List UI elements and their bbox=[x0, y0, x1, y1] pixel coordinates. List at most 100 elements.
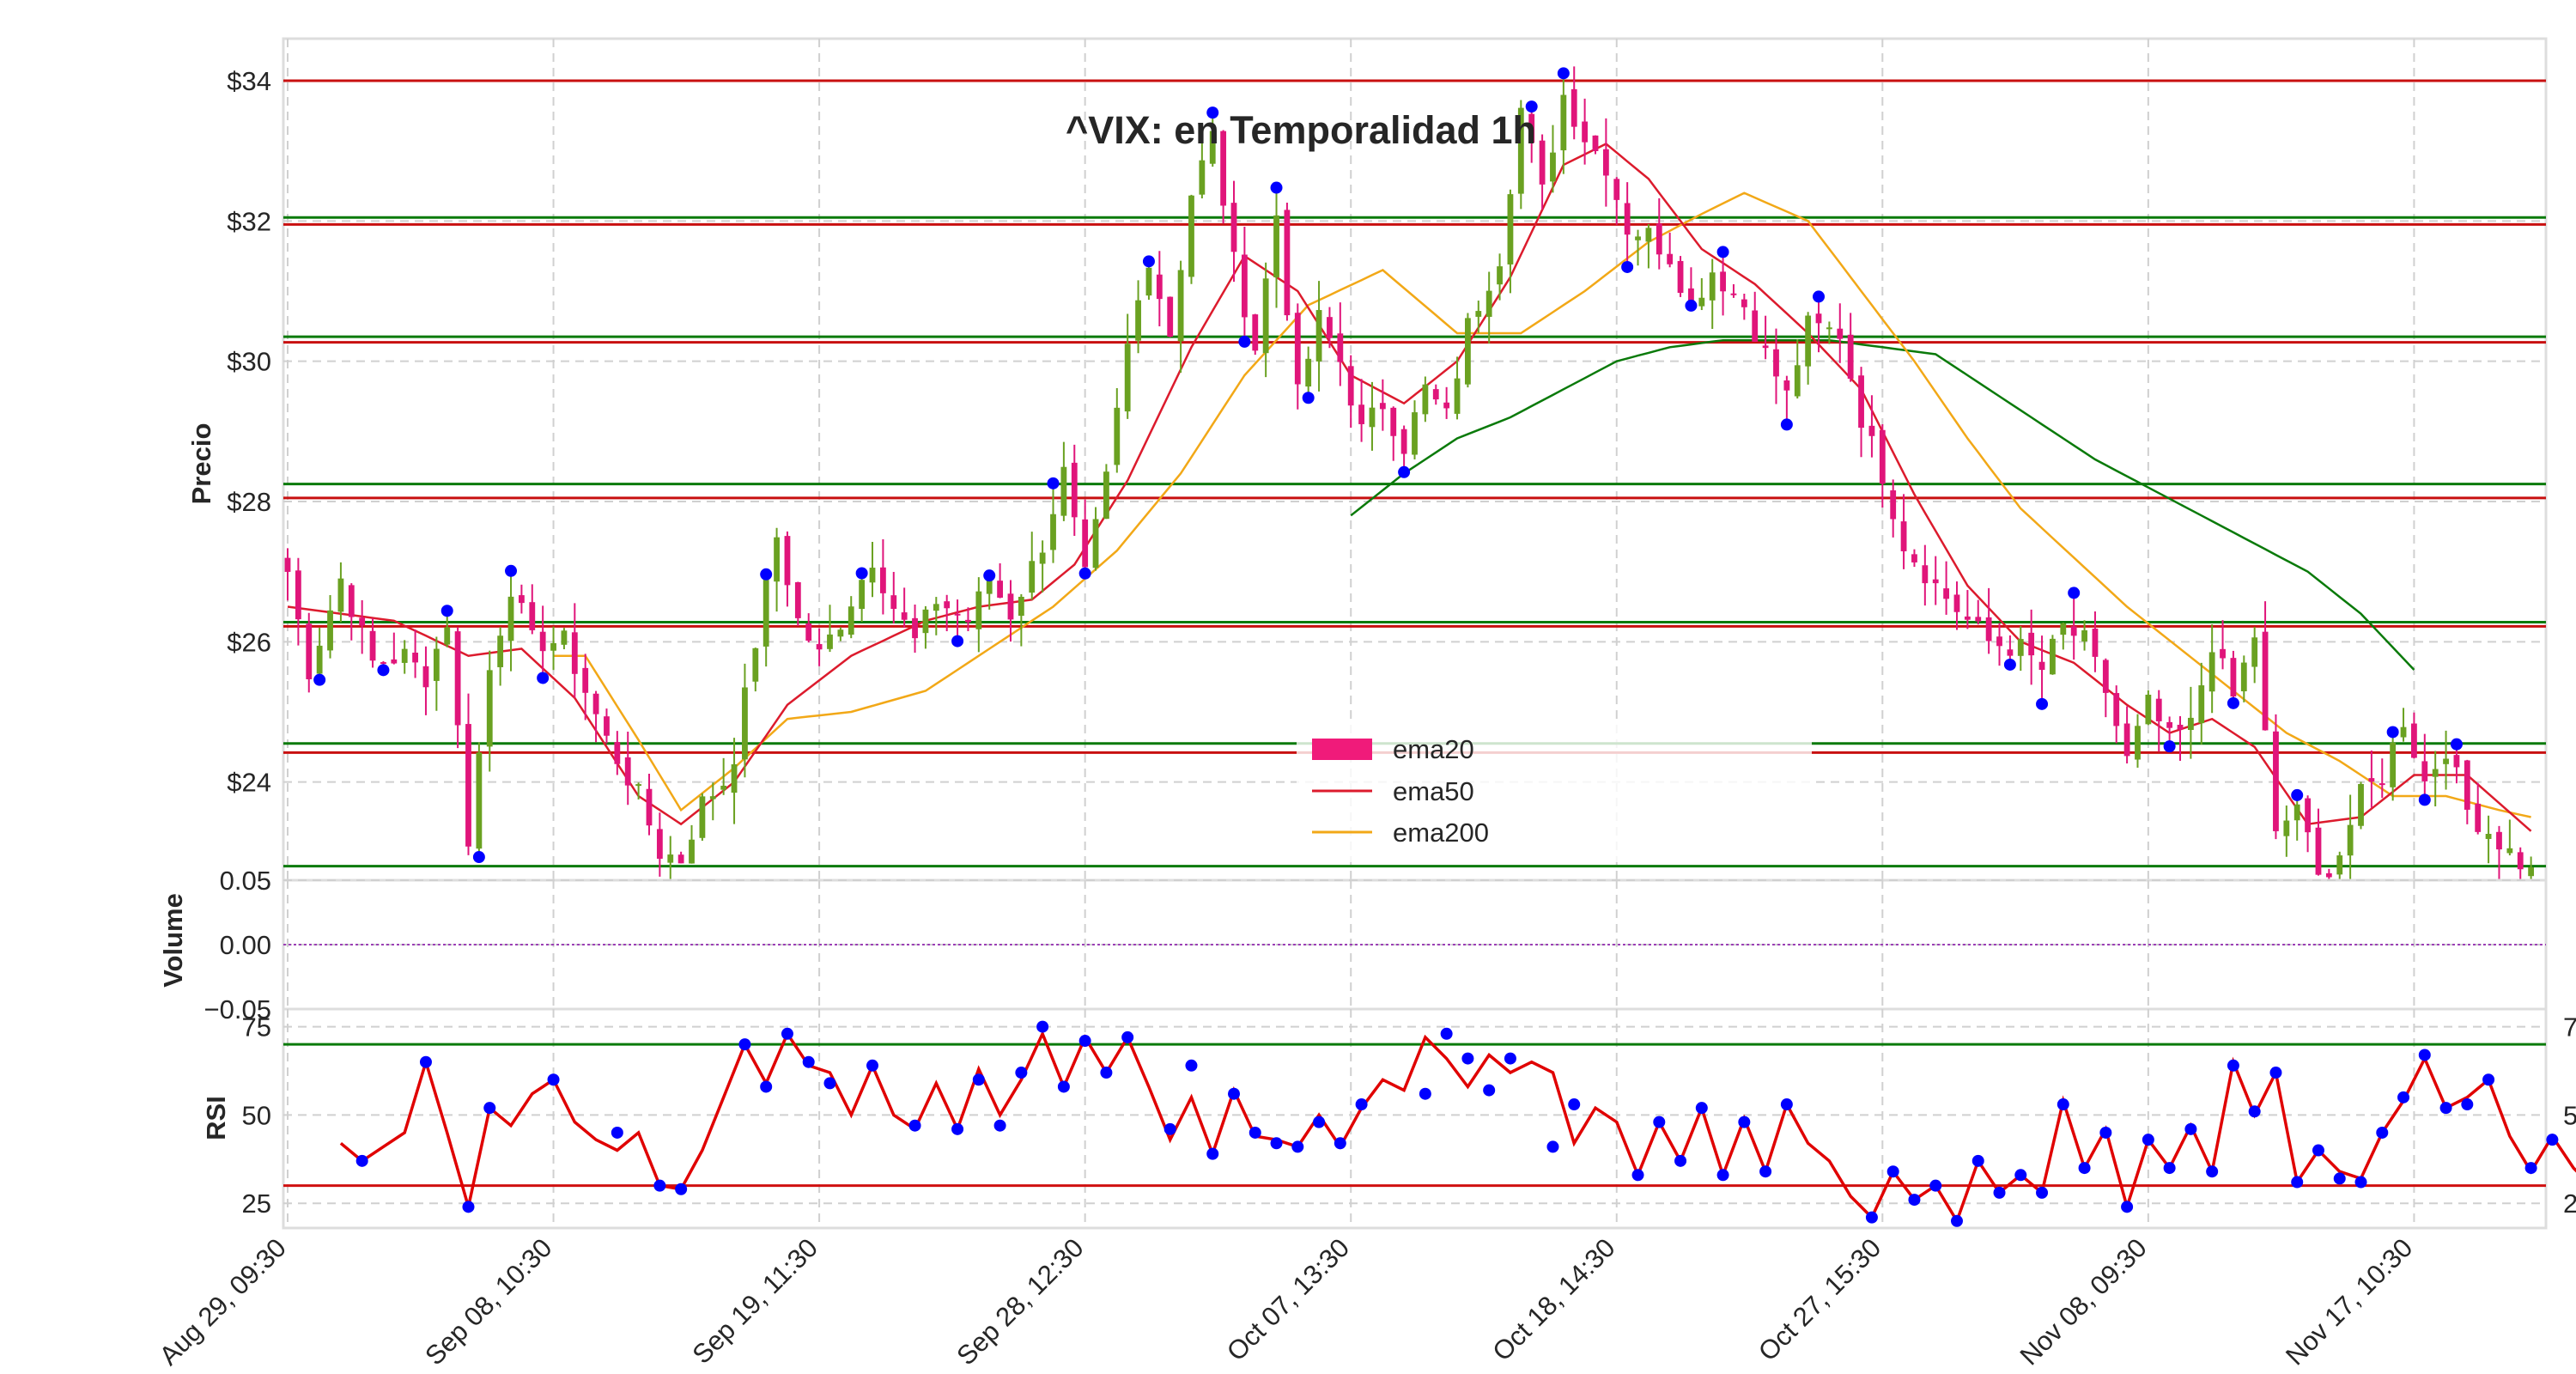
rsi-marker bbox=[1929, 1179, 1942, 1192]
candle-body bbox=[2421, 761, 2428, 781]
rsi-marker bbox=[2354, 1176, 2367, 1189]
candle-body bbox=[1592, 135, 1599, 152]
candle-body bbox=[2283, 820, 2290, 836]
candle-body bbox=[1135, 300, 1141, 341]
rsi-marker bbox=[1993, 1186, 2006, 1199]
candle-body bbox=[2347, 824, 2354, 856]
candle-body bbox=[454, 631, 461, 726]
legend-label-ema20: ema20 bbox=[1393, 734, 1474, 764]
rsi-marker bbox=[2099, 1126, 2112, 1139]
pivot-high-marker bbox=[1557, 67, 1570, 80]
candle-body bbox=[997, 581, 1004, 598]
price-y-tick-label: $34 bbox=[227, 66, 271, 96]
candle-body bbox=[2177, 724, 2184, 730]
candle-body bbox=[1432, 389, 1439, 400]
candle-body bbox=[614, 742, 621, 764]
rsi-marker bbox=[2524, 1162, 2537, 1175]
rsi-marker bbox=[483, 1102, 496, 1115]
candle-body bbox=[1975, 617, 1982, 622]
rsi-marker bbox=[1886, 1165, 1899, 1178]
rsi-marker bbox=[1228, 1087, 1241, 1100]
pivot-low-marker bbox=[951, 635, 964, 647]
candle-body bbox=[592, 693, 599, 714]
candle-body bbox=[359, 617, 366, 626]
candle-body bbox=[1752, 310, 1759, 342]
candle-body bbox=[1964, 616, 1971, 620]
candle-body bbox=[2240, 662, 2247, 691]
rsi-marker bbox=[1908, 1194, 1921, 1207]
candle-body bbox=[1911, 554, 1917, 562]
pivot-high-marker bbox=[1206, 106, 1219, 119]
rsi-marker bbox=[2397, 1091, 2410, 1103]
candle-body bbox=[1709, 272, 1716, 301]
candle-body bbox=[1422, 384, 1429, 415]
candle-body bbox=[1517, 107, 1524, 194]
candle-body bbox=[444, 627, 451, 645]
candle-body bbox=[2155, 698, 2162, 721]
rsi-marker bbox=[547, 1073, 560, 1086]
candle-body bbox=[1773, 349, 1779, 377]
candle-body bbox=[2262, 631, 2269, 731]
candle-body bbox=[1315, 310, 1322, 362]
ema200-long-line bbox=[1350, 338, 2415, 671]
candle-body bbox=[1327, 317, 1333, 338]
candle-body bbox=[2145, 694, 2152, 725]
candle-body bbox=[837, 629, 844, 637]
rsi-marker bbox=[462, 1201, 475, 1213]
rsi-ylabel: RSI bbox=[201, 1096, 231, 1140]
rsi-marker bbox=[1078, 1035, 1091, 1048]
rsi-marker bbox=[1950, 1214, 1963, 1227]
candle-body bbox=[2325, 872, 2332, 878]
candle-body bbox=[1667, 253, 1674, 264]
candle-body bbox=[1805, 315, 1812, 367]
candle-body bbox=[890, 595, 897, 610]
candle-body bbox=[677, 854, 684, 864]
candle-body bbox=[507, 596, 514, 641]
candle-body bbox=[2315, 827, 2322, 875]
candle-body bbox=[2102, 660, 2109, 693]
candle-body bbox=[519, 595, 525, 604]
candlesticks bbox=[284, 66, 2535, 898]
rsi-y-ticks-right: 25 50 75 bbox=[2563, 1012, 2576, 1219]
candle-body bbox=[1943, 588, 1950, 599]
rsi-marker bbox=[802, 1055, 815, 1068]
candle-body bbox=[1560, 94, 1567, 151]
candle-body bbox=[604, 716, 610, 736]
rsi-marker bbox=[2546, 1134, 2559, 1146]
candle-body bbox=[391, 659, 398, 664]
candle-body bbox=[1379, 403, 1386, 410]
candle-body bbox=[1465, 318, 1471, 385]
rsi-marker bbox=[1185, 1059, 1198, 1072]
rsi-marker bbox=[1695, 1102, 1708, 1115]
candle-body bbox=[1837, 328, 1844, 339]
candle-body bbox=[529, 602, 536, 630]
candle-body bbox=[1688, 288, 1694, 302]
pivot-low-marker bbox=[2227, 696, 2239, 709]
candle-body bbox=[1613, 179, 1620, 200]
candle-body bbox=[295, 570, 301, 620]
candle-body bbox=[1953, 594, 1960, 612]
candle-body bbox=[561, 630, 568, 645]
candle-body bbox=[784, 536, 791, 586]
candle-body bbox=[1985, 617, 1992, 641]
candle-body bbox=[1071, 462, 1078, 518]
rsi-marker bbox=[1270, 1137, 1283, 1150]
candle-body bbox=[667, 854, 674, 863]
rsi-y-tick-label-right: 50 bbox=[2563, 1100, 2576, 1130]
candle-body bbox=[1826, 327, 1832, 330]
rsi-y-tick-label-left: 25 bbox=[242, 1189, 271, 1219]
candle-body bbox=[2092, 629, 2099, 657]
candle-body bbox=[1794, 365, 1801, 397]
legend: ema20 ema50 ema200 bbox=[1297, 723, 1812, 862]
candle-body bbox=[2293, 804, 2300, 821]
candle-body bbox=[2230, 658, 2237, 697]
rsi-marker bbox=[1163, 1122, 1176, 1135]
candle-body bbox=[774, 537, 780, 582]
rsi-marker bbox=[2333, 1172, 2346, 1185]
rsi-marker bbox=[866, 1059, 879, 1072]
candle-body bbox=[933, 604, 939, 611]
pivot-high-marker bbox=[1047, 477, 1060, 489]
volume-y-tick-label: 0.00 bbox=[220, 930, 271, 960]
candle-body bbox=[2368, 778, 2375, 782]
candle-body bbox=[1337, 333, 1344, 362]
